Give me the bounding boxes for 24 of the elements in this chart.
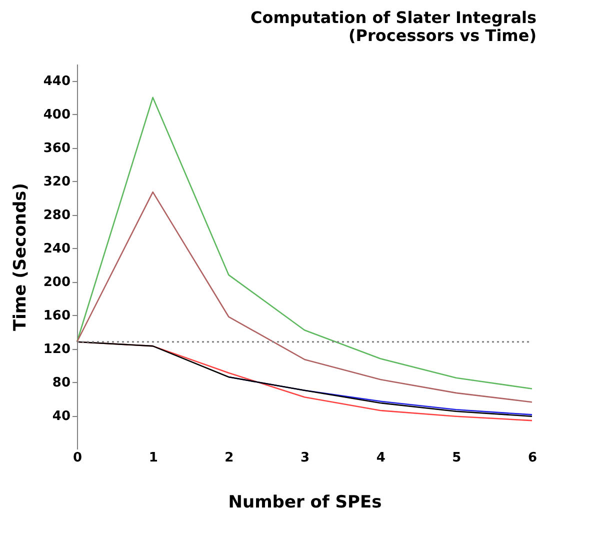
y-axis-title: Time (Seconds) (10, 182, 30, 332)
text: Computation of Slater Integrals (250, 8, 537, 27)
x-tick-label: 3 (300, 450, 310, 466)
x-axis-title: Number of SPEs (228, 492, 382, 512)
x-tick-label: 0 (72, 450, 82, 466)
y-tick-label: 80 (52, 376, 70, 391)
x-tick-label: 6 (528, 450, 538, 466)
y-tick-label: 240 (43, 242, 70, 257)
text: (Processors vs Time) (348, 26, 537, 45)
y-tick-label: 400 (43, 108, 70, 123)
line-series (76, 96, 533, 390)
x-tick-label: 5 (452, 450, 462, 466)
y-tick-label: 120 (43, 342, 70, 358)
y-tick-label: 40 (52, 409, 70, 424)
y-tick-label: 200 (43, 275, 70, 290)
line-series (76, 191, 533, 403)
y-tick-label: 160 (43, 308, 70, 324)
y-tick-label: 320 (43, 174, 70, 190)
x-tick-label: 2 (224, 450, 234, 466)
y-tick-label: 280 (43, 208, 70, 224)
y-tick-label: 360 (43, 141, 70, 156)
x-tick-label: 4 (376, 450, 386, 466)
y-tick-label: 440 (43, 74, 70, 90)
x-tick-label: 1 (148, 450, 158, 466)
